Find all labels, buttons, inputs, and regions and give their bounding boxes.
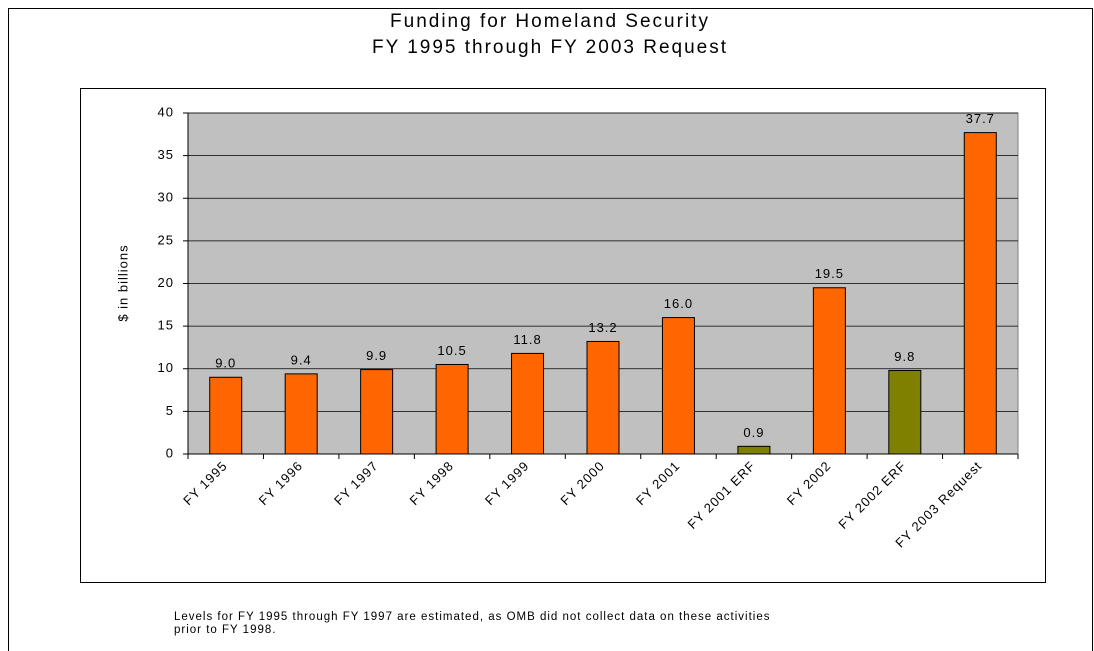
data-label: 9.8 — [894, 349, 915, 364]
y-tick-label: 0 — [166, 445, 174, 460]
note: prior to FY 1998. — [174, 624, 276, 636]
data-label: 10.5 — [437, 343, 466, 358]
data-label: 16.0 — [664, 296, 693, 311]
y-tick-label: 40 — [158, 104, 174, 119]
y-tick-label: 25 — [158, 232, 174, 247]
bar — [586, 340, 620, 455]
bar — [209, 376, 243, 455]
y-tick-label: 35 — [158, 147, 174, 162]
bar — [360, 369, 394, 455]
chart-subtitle: FY 1995 through FY 2003 Request — [372, 37, 728, 58]
data-label: 37.7 — [966, 111, 995, 126]
data-label: 9.9 — [366, 348, 387, 363]
bar — [737, 445, 771, 455]
y-tick-label: 20 — [158, 275, 174, 290]
bar — [435, 363, 469, 455]
y-tick-label: 10 — [158, 360, 174, 375]
bar — [661, 317, 695, 455]
y-axis-label: $ in billions — [115, 244, 130, 321]
y-tick-label: 5 — [166, 403, 174, 418]
data-label: 11.8 — [513, 332, 541, 347]
bar — [511, 352, 545, 455]
y-tick-label: 15 — [158, 318, 174, 333]
data-label: 9.0 — [215, 356, 236, 371]
data-label: 19.5 — [815, 266, 844, 281]
data-label: 13.2 — [588, 320, 617, 335]
data-label: 0.9 — [743, 425, 764, 440]
bar — [888, 369, 922, 455]
bar — [963, 132, 997, 455]
bar — [284, 373, 318, 455]
note: Levels for FY 1995 through FY 1997 are e… — [174, 611, 770, 623]
bar — [812, 287, 846, 455]
data-label: 9.4 — [291, 352, 312, 367]
chart-title: Funding for Homeland Security — [390, 11, 710, 32]
y-tick-label: 30 — [158, 190, 174, 205]
